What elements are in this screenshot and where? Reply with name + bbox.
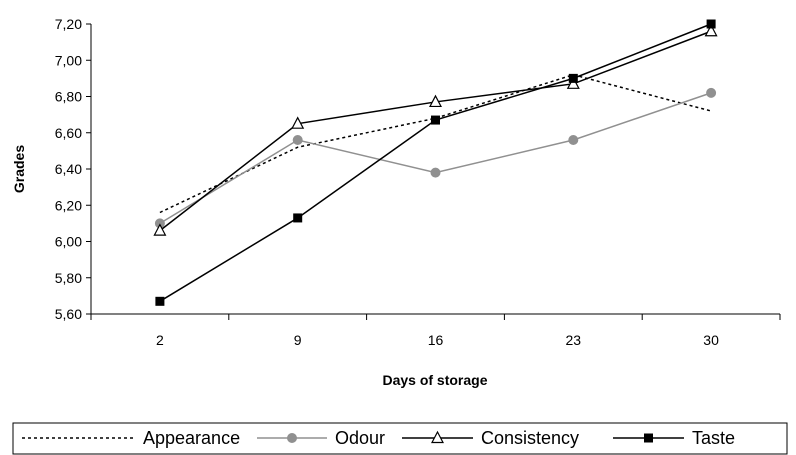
legend-marker-taste — [644, 433, 653, 443]
data-point-consistency — [291, 116, 305, 129]
data-point-odour — [706, 87, 717, 98]
data-point-taste — [431, 115, 440, 125]
data-point-taste — [155, 296, 165, 306]
y-tick-label: 6,00 — [55, 234, 82, 250]
series-line-odour — [159, 92, 712, 225]
legend-label-odour: Odour — [335, 428, 385, 448]
y-tick-label: 6,40 — [55, 161, 82, 177]
x-tick-label: 9 — [294, 332, 302, 348]
legend-marker-odour — [287, 433, 297, 443]
series-line-consistency — [159, 30, 712, 232]
y-tick-label: 6,20 — [55, 197, 82, 213]
legend-item-taste: Taste — [613, 428, 735, 448]
legend-item-odour: Odour — [257, 428, 385, 448]
data-point-consistency — [429, 94, 442, 108]
y-tick-label: 5,80 — [55, 270, 82, 286]
legend-item-appearance: Appearance — [22, 428, 240, 448]
data-point-odour — [568, 135, 579, 145]
legend-label-taste: Taste — [692, 428, 735, 448]
series-taste — [155, 19, 716, 306]
series-consistency — [153, 23, 718, 236]
y-axis-title: Grades — [11, 145, 27, 193]
y-axis-ticks: 5,60 5,80 6,00 6,20 6,40 6,60 6,80 7,00 7,20 — [55, 16, 91, 322]
y-tick-label: 7,00 — [55, 52, 82, 68]
series-odour — [154, 87, 717, 229]
y-tick-label: 6,80 — [55, 89, 82, 105]
y-tick-label: 6,60 — [55, 125, 82, 141]
x-axis-ticks: 2 9 16 23 30 — [90, 314, 781, 348]
data-point-taste — [706, 19, 716, 29]
x-tick-label: 2 — [156, 332, 164, 348]
data-point-consistency — [566, 76, 580, 89]
legend-item-consistency: Consistency — [402, 428, 579, 448]
x-tick-label: 16 — [428, 332, 444, 348]
data-point-odour — [292, 135, 303, 145]
x-axis-title: Days of storage — [382, 372, 487, 388]
data-point-taste — [568, 73, 578, 83]
x-tick-label: 23 — [566, 332, 582, 348]
legend: Appearance Odour Consistency Taste — [12, 422, 788, 455]
series-line-taste — [159, 23, 712, 302]
legend-marker-consistency — [431, 430, 444, 444]
x-tick-label: 30 — [703, 332, 719, 348]
series-layer — [153, 19, 718, 306]
data-point-consistency — [153, 223, 167, 236]
y-tick-label: 7,20 — [55, 16, 82, 32]
data-point-odour — [430, 167, 441, 178]
legend-label-consistency: Consistency — [481, 428, 579, 448]
y-tick-label: 5,60 — [55, 306, 82, 322]
legend-label-appearance: Appearance — [143, 428, 240, 448]
data-point-consistency — [704, 23, 718, 37]
data-point-taste — [293, 213, 303, 223]
